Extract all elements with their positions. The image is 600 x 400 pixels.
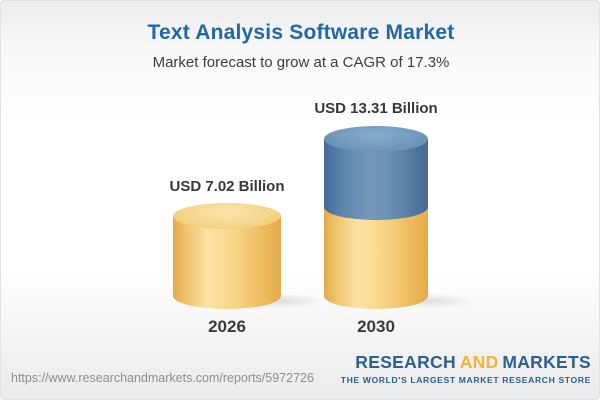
chart-title: Text Analysis Software Market	[147, 21, 455, 44]
research-and-markets-logo: RESEARCH AND MARKETS THE WORLD'S LARGEST…	[340, 352, 591, 385]
source-url: https://www.researchandmarkets.com/repor…	[11, 371, 314, 385]
bar-2026-top-ellipse	[173, 203, 281, 229]
bar-2030-base-segment	[324, 207, 428, 309]
bar-2030-growth-segment	[324, 139, 428, 220]
logo-wordmark: RESEARCH AND MARKETS	[341, 352, 591, 372]
logo-word-research: RESEARCH	[355, 352, 456, 372]
value-label-2026: USD 7.02 Billion	[169, 178, 285, 195]
logo-word-and: AND	[459, 352, 499, 372]
logo-word-markets: MARKETS	[502, 352, 591, 372]
chart-subtitle: Market forecast to grow at a CAGR of 17.…	[152, 54, 450, 71]
value-label-2030: USD 13.31 Billion	[314, 100, 438, 117]
bar-2026-body	[173, 216, 281, 309]
year-label-2030: 2030	[357, 317, 395, 336]
year-label-2026: 2026	[208, 317, 246, 336]
logo-tagline: THE WORLD'S LARGEST MARKET RESEARCH STOR…	[340, 374, 591, 385]
bar-2030-top-ellipse	[324, 126, 428, 152]
